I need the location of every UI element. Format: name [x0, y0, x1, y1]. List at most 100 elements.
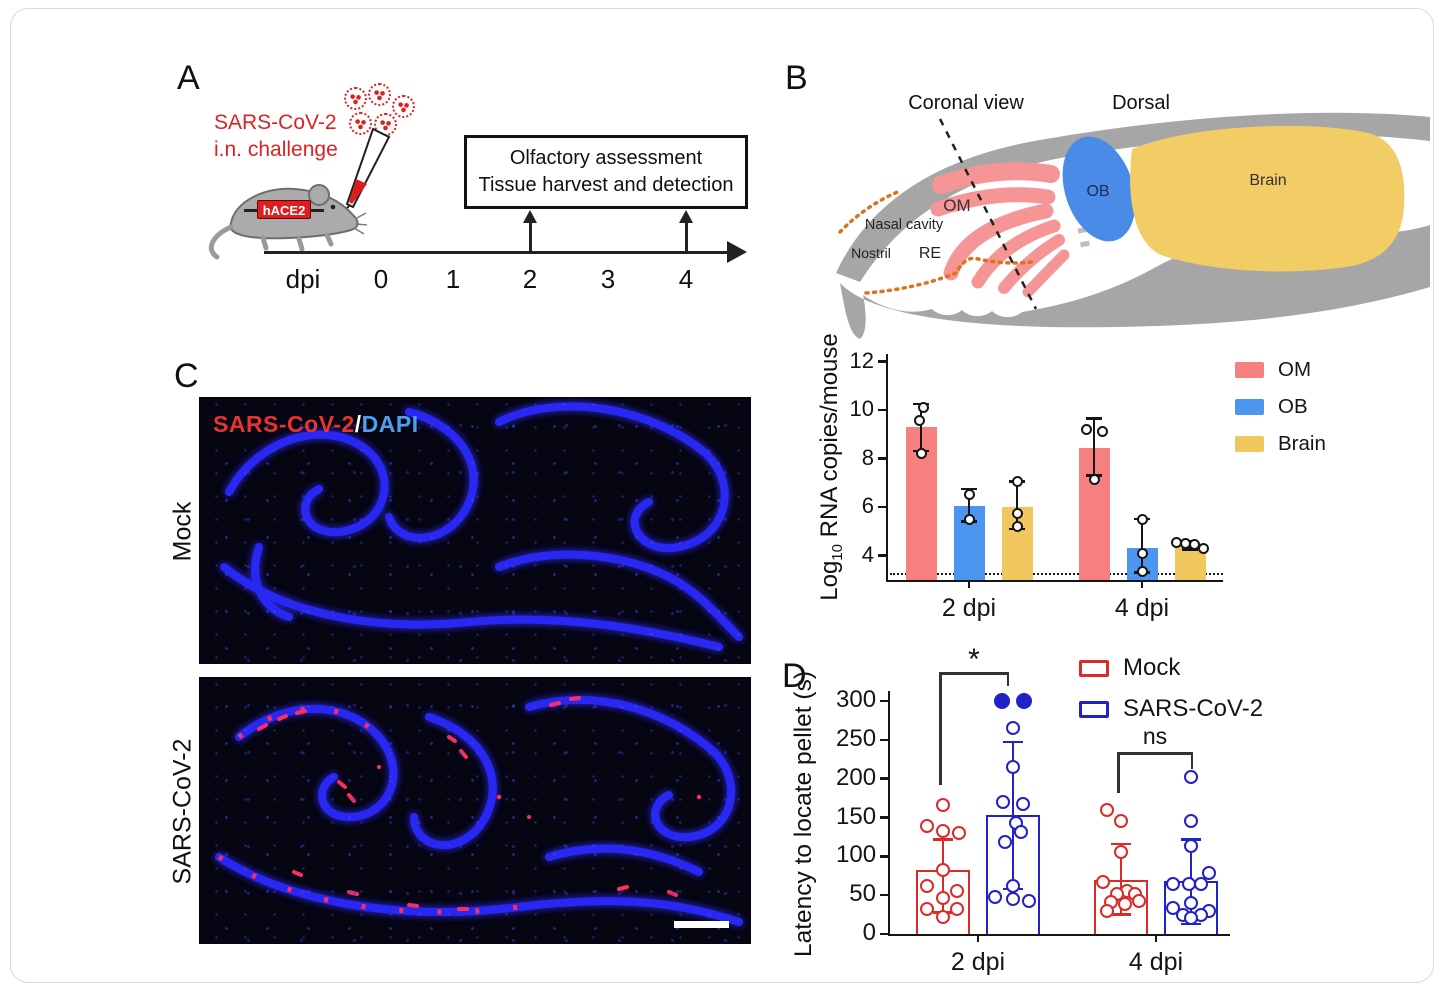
ob-label: OB [1086, 183, 1109, 200]
assessment-line1: Olfactory assessment [509, 147, 703, 169]
data-point [1100, 903, 1114, 918]
assessment-line2: Tissue harvest and detection [478, 174, 734, 196]
chart-d-y-axis-title: Latency to locate pellet (s) [790, 671, 817, 957]
timepoint-arrowhead-4dpi [679, 210, 693, 223]
detection-limit-line [890, 572, 1223, 575]
error-bar-cap [1111, 913, 1131, 916]
data-point [1166, 876, 1180, 891]
x-tick-mark [1154, 935, 1158, 942]
data-point [1006, 892, 1020, 907]
mock-swatch [1079, 659, 1109, 677]
brain-label: Brain [1249, 172, 1286, 189]
chart-b-legend: OM OB Brain [1235, 358, 1326, 469]
virus-icon [392, 95, 415, 118]
data-point [1006, 760, 1020, 775]
data-point [936, 909, 950, 924]
data-point [1132, 893, 1146, 908]
data-point [950, 884, 964, 899]
legend-row-brain: Brain [1235, 432, 1326, 456]
virus-icon [368, 83, 391, 106]
sig-ns-label: ns [1142, 723, 1168, 749]
timeline-tick-3: 3 [600, 264, 616, 294]
error-bar-line [1011, 742, 1015, 889]
dapi-noise-overlay [199, 677, 751, 944]
panel-c-label: C [174, 357, 199, 395]
mock-row-label: Mock [168, 501, 197, 562]
dorsal-label: Dorsal [1112, 92, 1170, 114]
stain-red-label: SARS-CoV-2 [213, 411, 355, 437]
brain-legend-label: Brain [1278, 432, 1326, 455]
y-tick-label: 0 [862, 919, 876, 947]
y-tick-label: 12 [849, 347, 874, 373]
data-point [920, 902, 934, 917]
y-tick-label: 250 [836, 725, 877, 753]
timeline-axis [264, 251, 730, 254]
error-bar-line [1140, 519, 1144, 573]
re-label: RE [919, 245, 941, 262]
y-tick-label: 10 [849, 396, 874, 422]
data-point [1184, 911, 1198, 926]
data-point [1184, 839, 1198, 854]
data-point-capped [1016, 693, 1032, 710]
x-tick-label: 4 dpi [1128, 948, 1184, 976]
data-point [936, 863, 950, 878]
brain-swatch [1235, 436, 1264, 452]
olfactory-bulb-shape [1062, 136, 1136, 242]
data-point [1184, 814, 1198, 829]
y-tick-mark [880, 777, 888, 780]
error-bar-line [1015, 481, 1019, 529]
y-tick-label: 4 [861, 542, 874, 568]
y-tick-label: 150 [836, 802, 877, 830]
timepoint-arrowhead-2dpi [523, 210, 537, 223]
error-bar-cap [933, 838, 953, 841]
data-point [1011, 507, 1023, 519]
data-point [936, 823, 950, 838]
data-point [1114, 845, 1128, 860]
nasal-cavity-label: Nasal cavity [865, 217, 944, 233]
x-tick-mark [1140, 581, 1144, 588]
data-point [936, 891, 950, 906]
data-point [920, 819, 934, 834]
y-tick-label: 200 [836, 763, 877, 791]
data-point [1184, 895, 1198, 910]
x-tick-mark [967, 581, 971, 588]
y-tick-mark [878, 554, 886, 557]
virus-icon [349, 112, 372, 135]
ob-swatch [1235, 399, 1264, 415]
timeline-unit-label: dpi [285, 264, 321, 294]
data-point [996, 795, 1010, 810]
error-bar-cap [1111, 842, 1131, 846]
y-tick-mark [878, 408, 886, 412]
timepoint-arrow-2dpi [529, 221, 532, 252]
x-tick-label: 2 dpi [941, 594, 997, 622]
error-bar-line [919, 403, 923, 452]
data-point [1197, 542, 1209, 554]
data-point [1136, 565, 1148, 577]
om-swatch [1235, 362, 1264, 378]
figure-card: A SARS-CoV-2 i.n. challenge hACE2 Olfact… [10, 8, 1434, 983]
mock-legend-label: Mock [1123, 654, 1181, 681]
y-tick-mark [878, 457, 886, 460]
timeline-tick-0: 0 [373, 264, 389, 294]
y-tick-mark [878, 505, 886, 509]
chart-d-legend: Mock SARS-CoV-2 [1079, 654, 1263, 736]
error-bar-cap [1182, 548, 1198, 551]
data-point [917, 401, 929, 413]
panel-d-label: D [782, 657, 807, 695]
stain-legend: SARS-CoV-2/DAPI [213, 411, 419, 438]
panel-b-label: B [785, 59, 808, 97]
assessment-box: Olfactory assessment Tissue harvest and … [464, 135, 748, 209]
data-point-capped [994, 693, 1010, 710]
y-tick-label: 6 [861, 493, 874, 519]
syringe-icon [342, 127, 391, 213]
sig-star-label: * [968, 643, 980, 676]
data-point [913, 415, 925, 427]
sars-legend-label: SARS-CoV-2 [1123, 695, 1264, 722]
data-point [1088, 473, 1100, 485]
data-point [963, 513, 975, 525]
sig-bracket-4dpi [1117, 752, 1193, 755]
data-point [1016, 796, 1030, 811]
sars-row-label: SARS-CoV-2 [168, 738, 197, 885]
virus-icon [344, 87, 367, 110]
om-legend-label: OM [1278, 358, 1312, 381]
